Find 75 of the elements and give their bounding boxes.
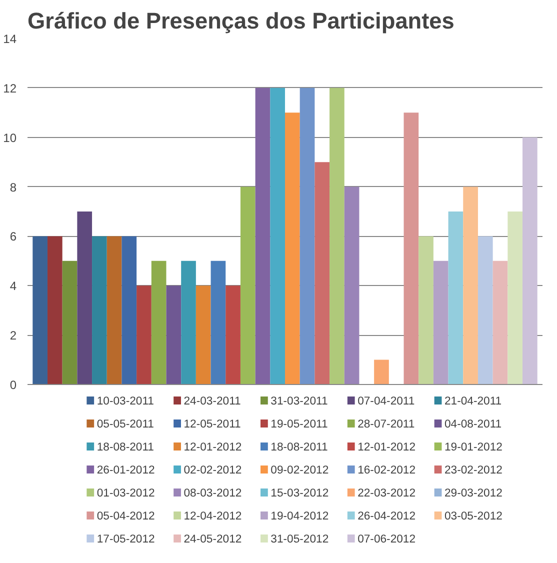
y-tick-label: 12	[3, 81, 17, 96]
bar	[344, 186, 360, 384]
bar	[418, 236, 434, 384]
bar	[32, 236, 48, 384]
bar	[508, 212, 523, 384]
bar	[47, 236, 62, 384]
bar	[240, 186, 256, 384]
bar	[492, 260, 508, 384]
bar	[270, 88, 285, 384]
legend-label: 10-03-2011	[96, 396, 154, 408]
legend-label: 28-07-2011	[358, 418, 415, 430]
bar	[314, 162, 330, 384]
legend-label: 29-03-2012	[444, 488, 502, 500]
legend-label: 22-03-2012	[358, 488, 416, 500]
legend-label: 17-05-2012	[96, 534, 155, 546]
bar	[448, 212, 464, 384]
legend-label: 31-05-2012	[270, 534, 329, 546]
bar	[285, 112, 300, 384]
legend-label: 01-03-2012	[96, 488, 155, 500]
bar	[92, 236, 107, 384]
legend-label: 26-04-2012	[358, 510, 416, 522]
bar	[478, 236, 493, 384]
bar	[136, 286, 152, 384]
bar	[181, 260, 196, 384]
y-tick-label: 6	[10, 230, 17, 244]
y-tick-label: 10	[3, 130, 17, 145]
bar	[226, 286, 240, 384]
legend-label: 21-04-2011	[444, 396, 502, 408]
bar	[404, 112, 419, 384]
y-tick-label: 2	[10, 328, 17, 343]
legend-label: 03-05-2012	[444, 510, 502, 522]
legend-label: 04-08-2011	[444, 418, 502, 430]
bar	[196, 286, 211, 384]
bar	[166, 286, 182, 384]
legend-label: 07-04-2011	[358, 396, 415, 408]
y-tick-label: 0	[10, 378, 17, 392]
y-tick-label: 4	[10, 279, 17, 294]
legend-label: 02-02-2012	[184, 464, 242, 476]
legend-label: 23-02-2012	[444, 464, 502, 476]
legend-label: 08-03-2012	[184, 488, 242, 500]
legend-label: 31-03-2011	[270, 396, 328, 408]
bar	[300, 88, 315, 384]
legend-label: 26-01-2012	[96, 464, 155, 476]
bar	[151, 260, 166, 384]
legend-label: 19-01-2012	[444, 442, 502, 454]
bar	[106, 236, 122, 384]
legend-label: 12-01-2012	[184, 442, 242, 454]
bar	[374, 360, 389, 384]
bar	[77, 212, 92, 384]
bar	[522, 137, 538, 384]
bar	[122, 236, 137, 384]
legend-label: 05-04-2012	[96, 510, 155, 522]
legend-label: 09-02-2012	[270, 464, 329, 476]
y-tick-label: 14	[3, 32, 17, 46]
legend-label: 12-01-2012	[358, 442, 416, 454]
legend-label: 24-05-2012	[184, 534, 242, 546]
legend-label: 12-05-2011	[184, 418, 241, 430]
bar	[255, 88, 270, 384]
legend-label: 24-03-2011	[184, 396, 241, 408]
legend-label: 12-04-2012	[184, 510, 242, 522]
legend-label: 15-03-2012	[270, 488, 329, 500]
chart-title: Gráfico de Presenças dos Participantes	[28, 8, 454, 34]
legend-label: 18-08-2011	[96, 442, 154, 454]
bar	[62, 260, 78, 384]
bar	[463, 186, 478, 384]
legend-label: 05-05-2011	[96, 418, 154, 430]
bar	[210, 260, 226, 384]
bar	[433, 260, 448, 384]
legend-label: 19-04-2012	[270, 510, 329, 522]
legend-label: 07-06-2012	[358, 534, 416, 546]
legend-label: 18-08-2011	[270, 442, 328, 454]
legend-label: 19-05-2011	[270, 418, 328, 430]
legend-label: 16-02-2012	[358, 464, 416, 476]
y-tick-label: 8	[10, 180, 17, 194]
bar	[330, 88, 344, 384]
